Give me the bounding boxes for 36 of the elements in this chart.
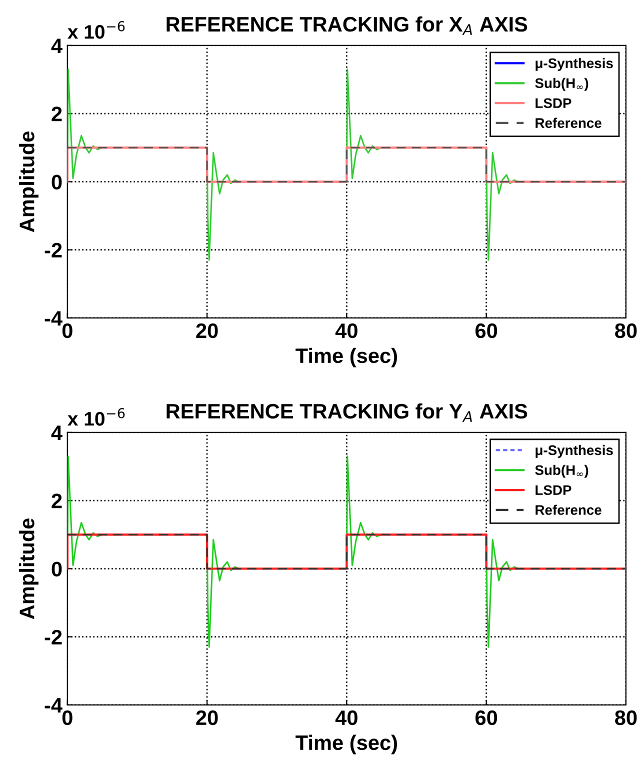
- legend-label: Reference: [536, 504, 602, 515]
- text: x 10$^{−6}$: [68, 21, 125, 39]
- y-axis-title: Amplitude: [19, 132, 38, 232]
- legend-label: Sub(H$_{∞}$): [535, 464, 588, 478]
- x-tick-label: 80: [615, 710, 637, 726]
- legend-label: μ-Synthesis: [536, 58, 613, 71]
- x-tick-label: 20: [196, 710, 218, 726]
- x-tick-label: 0: [62, 710, 72, 726]
- x-tick-label: 60: [475, 323, 498, 338]
- y-tick-label: -4: [44, 698, 62, 712]
- chart-title: REFERENCE TRACKING for Y$_{A}$ AXIS: [166, 403, 528, 422]
- y-tick-label: 4: [51, 426, 62, 440]
- y-tick-label: -2: [44, 630, 62, 644]
- legend-label: Sub(H$_{∞}$): [535, 78, 588, 91]
- x-tick-label: 0: [62, 323, 72, 338]
- legend-label: LSDP: [536, 485, 572, 496]
- y-tick-label: -4: [44, 311, 62, 326]
- x-tick-label: 40: [335, 710, 358, 726]
- y-tick-label: -2: [44, 242, 62, 258]
- y-tick-label: 2: [52, 106, 62, 122]
- y-axis-title: Amplitude: [19, 518, 38, 620]
- y-tick-label: 2: [52, 494, 62, 508]
- x-tick-label: 20: [196, 323, 218, 338]
- y-tick-label: 4: [51, 38, 62, 54]
- y-tick-label: 0: [52, 562, 62, 576]
- legend-label: Reference: [536, 118, 602, 128]
- legend-label: μ-Synthesis: [536, 444, 613, 458]
- text: x 10$^{−6}$: [68, 408, 125, 426]
- x-tick-label: 40: [335, 323, 358, 338]
- y-tick-label: 0: [52, 174, 62, 190]
- legend-label: LSDP: [536, 98, 572, 108]
- x-tick-label: 60: [475, 710, 498, 726]
- chart-title: REFERENCE TRACKING for X$_{A}$ AXIS: [166, 16, 528, 35]
- x-tick-label: 80: [615, 323, 637, 338]
- x-axis-title: Time (sec): [296, 348, 397, 368]
- x-axis-title: Time (sec): [296, 734, 397, 754]
